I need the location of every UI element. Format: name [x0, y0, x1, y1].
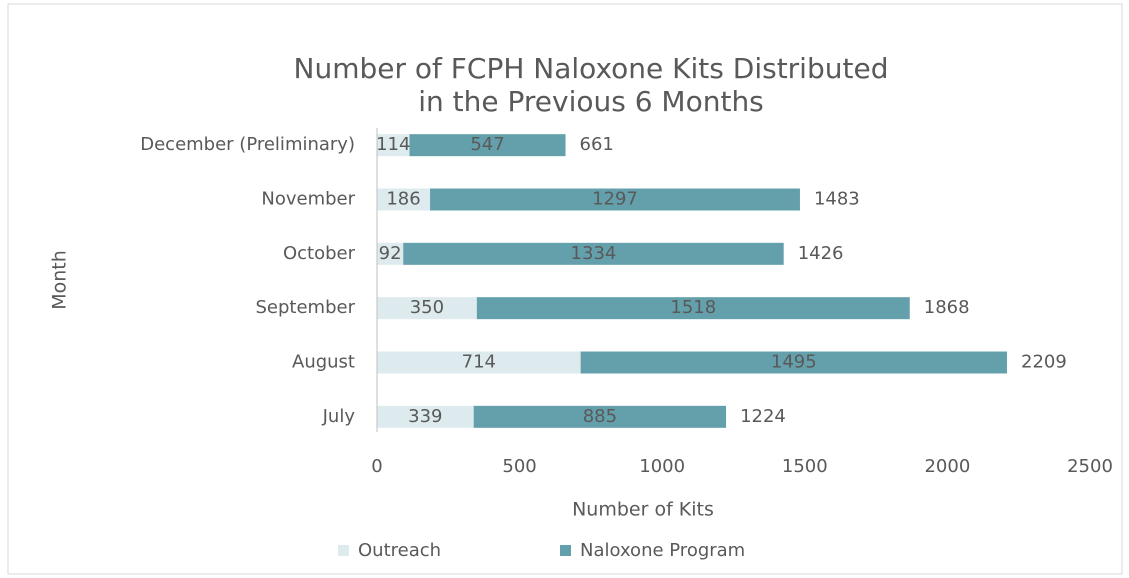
- data-label: 1495: [771, 352, 817, 373]
- legend-swatch: [560, 545, 571, 556]
- x-tick-label: 1500: [782, 456, 828, 477]
- chart-title: in the Previous 6 Months: [418, 85, 764, 118]
- y-tick-label: October: [283, 243, 356, 264]
- bar-segment: [377, 351, 581, 374]
- chart-border: [7, 3, 1123, 575]
- x-tick-label: 2000: [924, 456, 970, 477]
- bar-segment: [403, 242, 784, 265]
- bar-segment: [409, 134, 566, 157]
- data-label: 885: [583, 406, 617, 427]
- chart-title: Number of FCPH Naloxone Kits Distributed: [294, 52, 889, 85]
- data-label: 1297: [592, 189, 638, 210]
- total-label: 2209: [1021, 352, 1067, 373]
- data-label: 339: [408, 406, 442, 427]
- bar-segment: [377, 134, 410, 157]
- x-tick-label: 500: [502, 456, 536, 477]
- data-label: 350: [410, 297, 444, 318]
- y-tick-label: July: [322, 406, 356, 427]
- total-label: 661: [580, 134, 614, 155]
- x-tick-label: 1000: [639, 456, 685, 477]
- bar-segment: [476, 297, 910, 320]
- bar-segment: [377, 405, 474, 428]
- data-label: 1518: [670, 297, 716, 318]
- legend-label: Outreach: [358, 540, 441, 561]
- total-label: 1224: [740, 406, 786, 427]
- bar-segment: [473, 405, 727, 428]
- data-label: 714: [462, 352, 496, 373]
- bar-segment: [377, 242, 404, 265]
- data-label: 92: [379, 243, 402, 264]
- y-tick-label: November: [261, 189, 355, 210]
- bar-segment: [377, 297, 477, 320]
- y-tick-label: August: [292, 352, 355, 373]
- x-tick-label: 2500: [1067, 456, 1113, 477]
- legend-swatch: [338, 545, 349, 556]
- x-tick-label: 0: [371, 456, 382, 477]
- total-label: 1483: [814, 189, 860, 210]
- data-label: 186: [386, 189, 420, 210]
- data-label: 114: [376, 134, 410, 155]
- y-axis-title: Month: [49, 250, 71, 310]
- bar-segment: [377, 188, 431, 211]
- x-axis-title: Number of Kits: [572, 499, 714, 521]
- bar-segment: [430, 188, 800, 211]
- y-tick-label: December (Preliminary): [140, 134, 355, 155]
- total-label: 1868: [924, 297, 970, 318]
- data-label: 1334: [571, 243, 617, 264]
- bar-segment: [580, 351, 1008, 374]
- data-label: 547: [470, 134, 504, 155]
- legend-label: Naloxone Program: [580, 540, 745, 561]
- total-label: 1426: [798, 243, 844, 264]
- y-tick-label: September: [256, 297, 356, 318]
